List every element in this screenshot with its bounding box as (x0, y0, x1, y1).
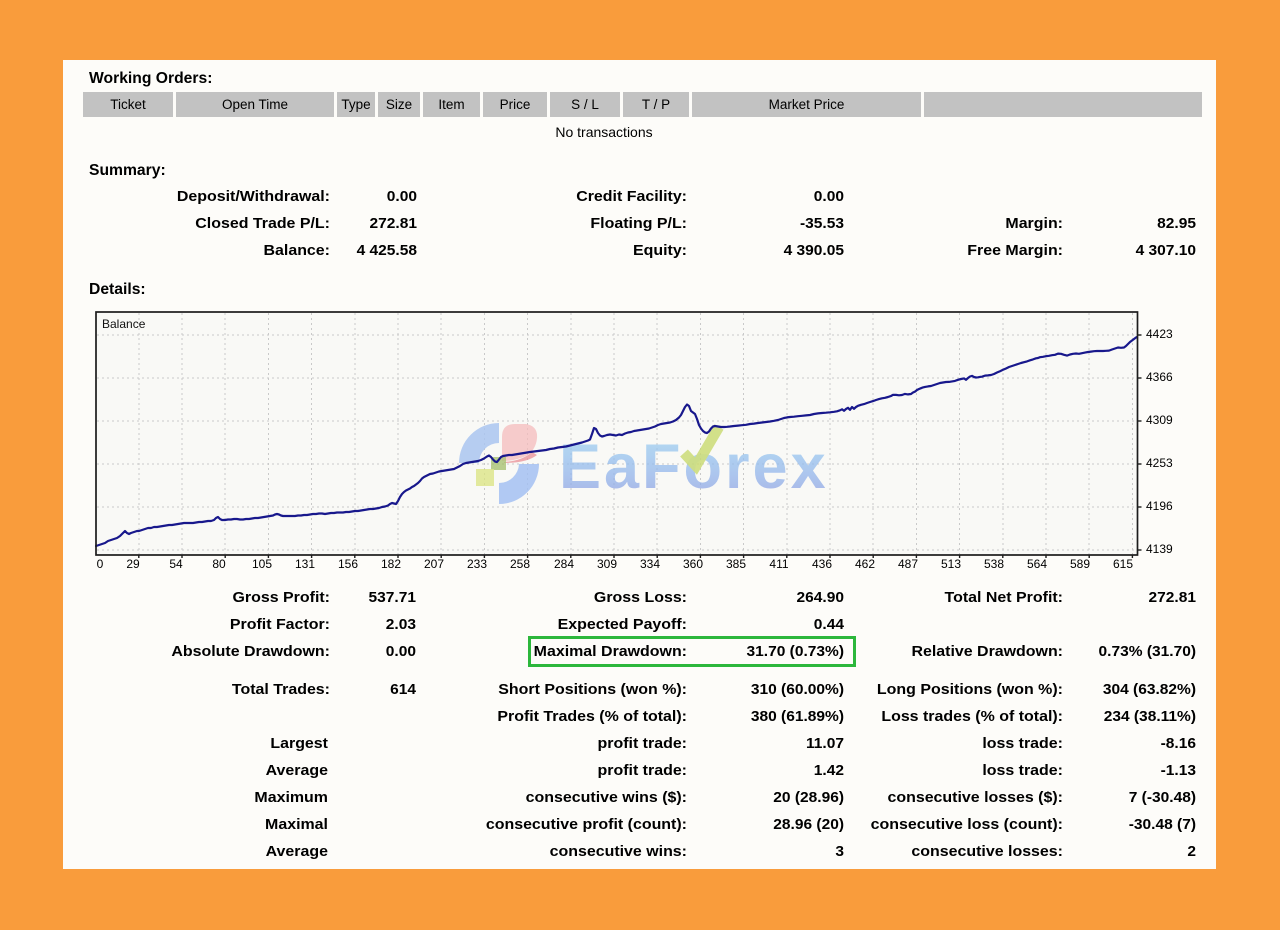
svg-text:Balance: Balance (102, 317, 146, 331)
